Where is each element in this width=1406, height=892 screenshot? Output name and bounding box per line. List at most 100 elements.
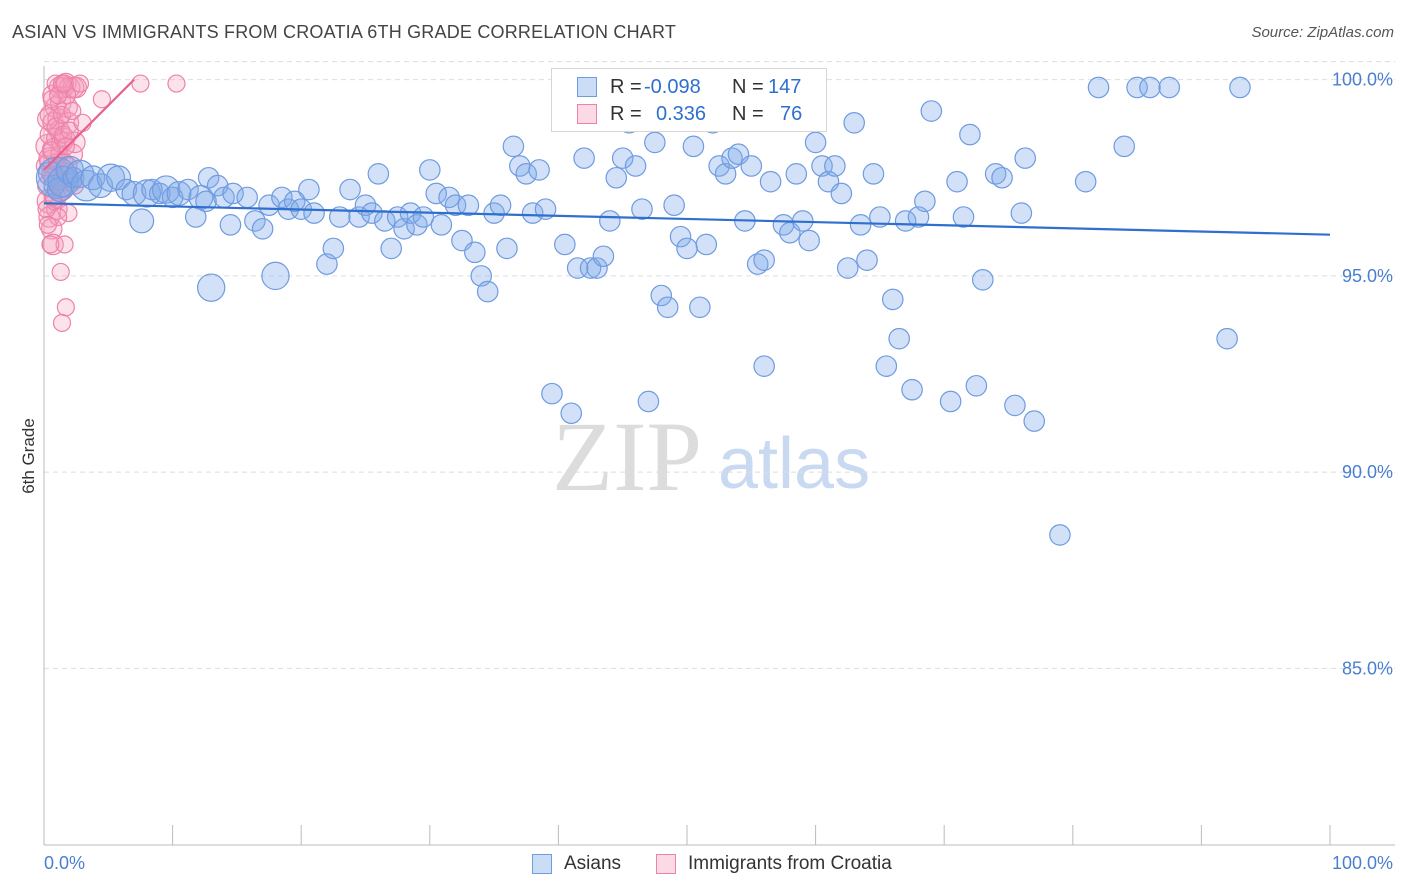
series-asian-points: [35, 76, 1251, 546]
asian-point: [952, 206, 975, 228]
asian-point: [753, 355, 775, 377]
asian-point: [971, 268, 994, 291]
croatia-point: [38, 215, 57, 234]
asian-point: [129, 208, 155, 234]
asian-point: [946, 170, 968, 193]
asian-point: [1049, 524, 1071, 546]
asian-point: [869, 206, 891, 228]
asian-point: [476, 280, 499, 303]
asian-point: [196, 273, 226, 302]
croatia-point: [131, 74, 150, 93]
asian-point: [798, 229, 820, 252]
asian-point: [489, 194, 512, 217]
asian-point: [586, 257, 608, 279]
asian-point: [418, 159, 441, 181]
asian-point: [676, 237, 698, 260]
asian-point: [115, 178, 138, 201]
asian-point: [894, 210, 917, 232]
asian-point: [573, 147, 595, 169]
asian-trend-line: [43, 202, 1331, 236]
asian-point: [1158, 76, 1181, 99]
asian-point: [425, 182, 448, 205]
trend-lines: [43, 78, 1331, 236]
asian-point: [261, 261, 290, 291]
asian-point: [132, 179, 162, 208]
asian-point: [1139, 76, 1161, 99]
asian-point: [148, 182, 171, 205]
asian-point: [412, 206, 435, 228]
asian-point: [554, 233, 576, 256]
asian-point: [219, 214, 242, 236]
asian-point: [721, 147, 743, 169]
asian-point: [881, 288, 904, 311]
croatia-point: [37, 200, 56, 219]
asian-point: [920, 100, 943, 122]
legend-label-croatia: Immigrants from Croatia: [688, 853, 892, 874]
asian-point: [753, 249, 775, 271]
y-tick-label: 95.0%: [1342, 266, 1393, 286]
asian-point: [888, 327, 910, 350]
asian-point: [1087, 76, 1110, 99]
asian-point: [637, 390, 660, 413]
y-tick-label: 100.0%: [1332, 70, 1393, 90]
asian-point: [875, 355, 898, 377]
axes: [43, 66, 1395, 846]
asian-point: [1014, 147, 1037, 169]
asian-point: [669, 225, 692, 248]
croatia-point: [63, 101, 82, 121]
asian-point: [959, 123, 981, 146]
stats-n-label: N =: [732, 76, 764, 98]
stats-r-value: 0.336: [656, 103, 707, 125]
asian-point: [695, 233, 718, 256]
source-label: Source: ZipAtlas.com: [1251, 24, 1394, 41]
croatia-point: [55, 74, 74, 93]
asian-point: [785, 163, 808, 185]
asian-point: [650, 284, 673, 307]
asian-point: [1004, 394, 1026, 417]
asian-point: [322, 237, 345, 260]
asian-point: [339, 178, 361, 201]
asian-point: [244, 210, 266, 232]
asian-point: [236, 186, 258, 209]
asian-point: [1126, 76, 1148, 99]
x-tick-label: 0.0%: [44, 853, 85, 873]
asian-point: [367, 163, 390, 185]
asian-point: [824, 155, 846, 177]
asian-point: [464, 241, 486, 264]
asian-point: [521, 202, 544, 224]
asian-point: [656, 296, 679, 319]
asian-point: [502, 135, 525, 158]
croatia-point: [70, 74, 90, 93]
legend-label-asian: Asians: [564, 853, 622, 874]
stats-n-value: 147: [768, 76, 802, 98]
asian-point: [496, 237, 518, 260]
croatia-point: [56, 298, 75, 317]
asian-point: [380, 237, 403, 260]
stats-n-value: 76: [780, 103, 803, 125]
asian-point: [1010, 202, 1033, 224]
y-tick-label: 90.0%: [1342, 462, 1393, 482]
asian-point: [984, 163, 1007, 185]
asian-point: [856, 249, 878, 271]
asian-point: [1229, 76, 1251, 99]
asian-point: [430, 214, 453, 236]
asian-point: [566, 257, 589, 279]
stats-swatch-croatia: [577, 104, 597, 124]
asian-point: [843, 112, 865, 134]
asian-point: [849, 214, 872, 236]
watermark-atlas: atlas: [718, 424, 870, 504]
asian-point: [991, 166, 1013, 189]
croatia-point: [52, 313, 72, 333]
stats-n-label: N =: [732, 103, 764, 125]
asian-point: [611, 147, 634, 169]
asian-point: [361, 202, 383, 224]
watermark-zip: ZIP: [552, 401, 702, 512]
asian-point: [328, 206, 351, 228]
croatia-point: [41, 235, 60, 254]
asian-point: [43, 174, 66, 197]
tick-labels: 85.0% 90.0% 95.0% 100.0% 0.0% 100.0%: [44, 70, 1393, 873]
y-tick-label: 85.0%: [1342, 658, 1393, 678]
asian-point: [1216, 327, 1238, 350]
asian-point: [599, 210, 621, 232]
